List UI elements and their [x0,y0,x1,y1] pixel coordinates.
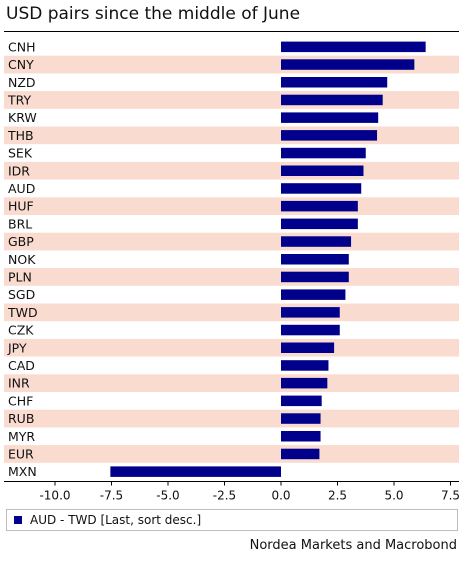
bar [281,77,388,88]
category-label: NOK [8,252,36,267]
bar [281,254,349,265]
category-label: GBP [8,234,34,249]
category-label: INR [8,376,30,391]
category-label: RUB [8,411,34,426]
row-band [4,338,459,357]
category-label: IDR [8,163,30,178]
bar [281,236,352,247]
category-label: CZK [8,323,34,338]
category-label: TRY [7,92,32,107]
bar [281,112,379,123]
bar [281,165,364,176]
bar [281,183,362,194]
x-tick-label: -2.5 [213,489,236,503]
row-band [4,197,459,215]
category-label: MXN [8,464,37,479]
bar [281,431,321,442]
bar [281,413,321,424]
row-band [4,374,459,392]
bar [281,342,335,353]
category-label: SEK [8,146,33,161]
category-label: THB [7,128,34,143]
row-band [4,268,459,286]
row-band [4,126,459,145]
category-label: CNY [8,57,34,72]
bar [281,395,322,407]
bar [281,147,366,159]
x-tick-label: -7.5 [100,489,123,503]
category-label: TWD [7,305,38,320]
category-label: SGD [8,287,35,302]
bar [281,289,346,300]
x-tick-label: 0.0 [271,489,290,503]
category-label: PLN [8,269,32,284]
row-band [4,303,459,322]
category-label: HUF [8,199,34,214]
category-label: KRW [8,110,37,125]
bar [281,448,320,460]
row-band [4,91,459,109]
bar [281,360,329,371]
category-label: BRL [8,216,32,231]
bar [110,466,282,477]
x-tick-label: -10.0 [39,489,70,503]
x-tick-label: 2.5 [328,489,347,503]
category-label: CAD [8,358,35,373]
bar [281,94,383,106]
category-label: MYR [8,429,35,444]
bar [281,200,358,212]
chart-title: USD pairs since the middle of June [6,4,301,24]
bar [281,218,358,230]
bar [281,307,340,318]
bar [281,41,426,53]
bar [281,324,340,336]
x-tick-label: 7.5 [441,489,460,503]
category-label: CNH [8,39,35,54]
bar [281,377,328,389]
row-band [4,161,459,180]
legend: AUD - TWD [Last, sort desc.] [6,509,458,531]
source-note: Nordea Markets and Macrobond [249,538,457,553]
row-band [4,409,459,428]
x-tick-label: -5.0 [156,489,179,503]
row-band [4,232,459,251]
category-label: AUD [8,181,35,196]
title-divider [4,31,459,32]
x-tick-label: 5.0 [384,489,403,503]
category-label: NZD [8,75,36,90]
category-label: JPY [7,340,27,355]
category-label: EUR [8,446,34,461]
bar [281,130,378,141]
category-label: CHF [8,393,33,408]
bar [281,59,415,70]
bar [281,271,349,283]
legend-swatch [14,516,22,524]
legend-label: AUD - TWD [Last, sort desc.] [30,513,202,527]
row-band [4,445,459,463]
